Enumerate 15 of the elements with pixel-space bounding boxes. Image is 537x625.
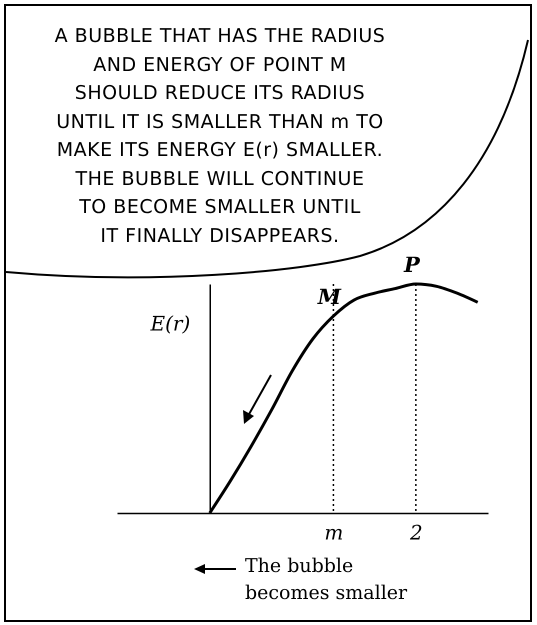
text: The bubble	[245, 554, 354, 579]
x-tick-label: 2	[408, 520, 423, 544]
text: SHOULD REDUCE ITS RADIUS	[74, 81, 366, 106]
text: UNTIL IT IS SMALLER THAN m TO	[55, 110, 385, 134]
text: A BUBBLE THAT HAS THE RADIUS	[54, 24, 386, 49]
text: TO BECOME SMALLER UNTIL	[78, 195, 362, 220]
text: THE BUBBLE WILL CONTINUE	[74, 166, 366, 192]
text: MAKE ITS ENERGY E(r) SMALLER.	[56, 138, 384, 163]
text: AND ENERGY OF POINT M	[92, 52, 348, 78]
annotation: M	[316, 284, 342, 310]
y-axis-title: E(r)	[149, 312, 190, 336]
text: IT FINALLY DISAPPEARS.	[99, 224, 341, 248]
x-tick-label: m	[324, 520, 344, 544]
text: becomes smaller	[245, 581, 408, 606]
annotation: P	[402, 252, 421, 277]
